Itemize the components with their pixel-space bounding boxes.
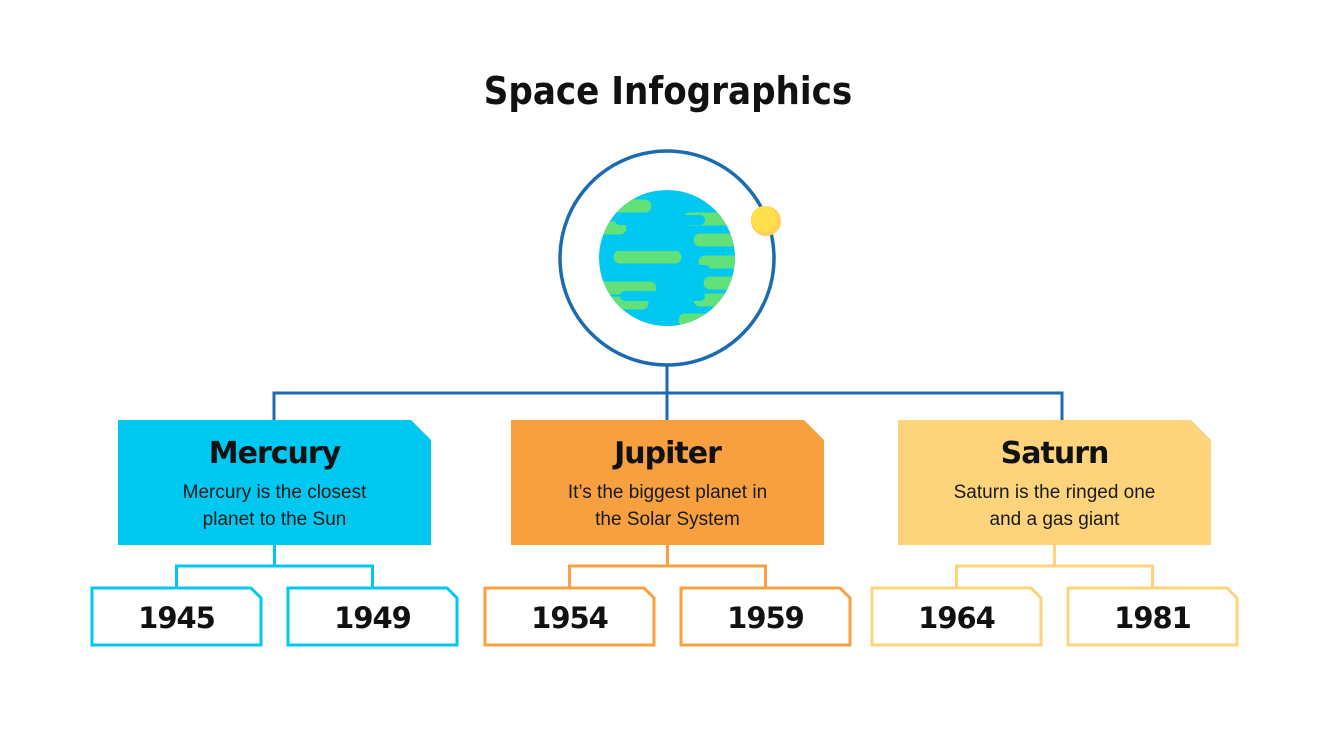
earth-icon bbox=[599, 190, 735, 326]
card-background bbox=[118, 420, 431, 545]
planet-description: Mercury is the closest bbox=[183, 482, 367, 503]
planet-description: It’s the biggest planet in bbox=[568, 482, 767, 503]
year-connector bbox=[1054, 564, 1154, 588]
planet-name: Mercury bbox=[209, 436, 342, 471]
planet-card-jupiter: Jupiter It’s the biggest planet in the Sol… bbox=[483, 420, 852, 647]
year-box: 1945 bbox=[90, 586, 263, 647]
year-label: 1949 bbox=[334, 601, 411, 635]
planet-description: planet to the Sun bbox=[203, 509, 347, 530]
year-label: 1954 bbox=[531, 601, 608, 635]
year-label: 1959 bbox=[727, 601, 804, 635]
sun-icon bbox=[751, 206, 781, 236]
card-background bbox=[898, 420, 1211, 545]
card-background bbox=[511, 420, 824, 545]
year-label: 1964 bbox=[918, 601, 995, 635]
year-connector bbox=[274, 564, 374, 588]
orbit-graphic bbox=[558, 149, 781, 367]
year-box: 1954 bbox=[483, 586, 656, 647]
year-box: 1981 bbox=[1066, 586, 1239, 647]
year-label: 1945 bbox=[138, 601, 215, 635]
main-connectors bbox=[272, 365, 1064, 420]
year-box: 1959 bbox=[679, 586, 852, 647]
page-title: Space Infographics bbox=[484, 69, 852, 113]
planet-name: Jupiter bbox=[612, 436, 722, 471]
year-box: 1949 bbox=[286, 586, 459, 647]
planet-card-saturn: Saturn Saturn is the ringed one and a gas … bbox=[870, 420, 1239, 647]
year-connector bbox=[667, 564, 767, 588]
year-connector bbox=[175, 545, 276, 588]
planet-description: and a gas giant bbox=[990, 509, 1121, 530]
planet-description: Saturn is the ringed one bbox=[954, 482, 1156, 503]
year-box: 1964 bbox=[870, 586, 1043, 647]
year-connector bbox=[568, 545, 669, 588]
planet-description: the Solar System bbox=[595, 509, 740, 530]
year-label: 1981 bbox=[1114, 601, 1191, 635]
year-connector bbox=[955, 545, 1056, 588]
planet-card-mercury: Mercury Mercury is the closest planet to t… bbox=[90, 420, 459, 647]
planet-name: Saturn bbox=[1001, 436, 1109, 471]
